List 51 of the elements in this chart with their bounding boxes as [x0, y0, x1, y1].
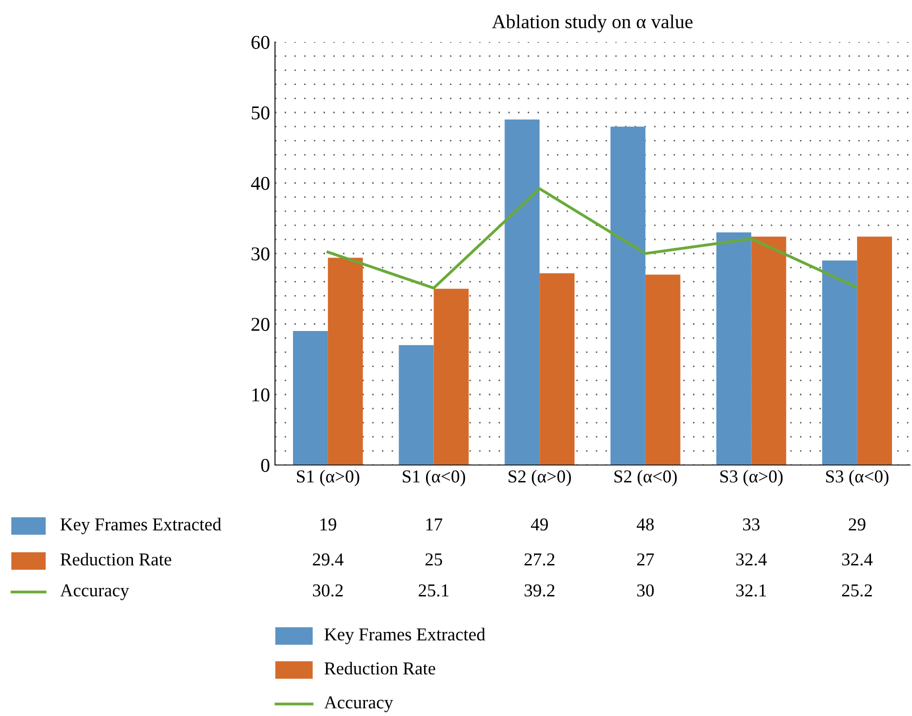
data-label: 25.1 — [418, 584, 448, 597]
data-label: 48 — [636, 518, 654, 531]
bar — [610, 126, 646, 465]
data-label: 25.2 — [842, 584, 872, 597]
bar — [751, 236, 786, 465]
text: Key Frames Extracted — [324, 628, 486, 644]
data-label: 29.4 — [312, 553, 344, 566]
data-label: 30.2 — [312, 584, 343, 597]
bar — [857, 236, 892, 465]
bar — [292, 331, 328, 465]
x-tick-label: S3 (α<0) — [826, 470, 888, 486]
y-tick-label: 60 — [252, 36, 270, 49]
x-tick-label: S2 (α>0) — [508, 470, 571, 486]
y-tick-label: 20 — [252, 318, 270, 331]
data-label: 32.1 — [736, 584, 766, 597]
text: Reduction Rate — [324, 662, 436, 675]
data-label: 49 — [530, 518, 548, 531]
bar — [504, 120, 540, 465]
bar — [645, 274, 680, 465]
data-label: 17 — [426, 518, 442, 530]
data-label: 27 — [637, 553, 654, 566]
y-tick-label: 50 — [252, 106, 270, 120]
data-label: 39.2 — [524, 584, 554, 597]
y-tick-label: 10 — [252, 388, 270, 402]
data-label: 19 — [320, 518, 336, 531]
x-tick-label: S1 (α>0) — [296, 470, 360, 486]
line-series — [326, 187, 858, 290]
x-tick-label: S2 (α<0) — [614, 470, 677, 486]
y-tick-label: 30 — [252, 247, 270, 260]
bar — [328, 258, 363, 465]
bar — [540, 273, 575, 465]
bar — [434, 288, 469, 465]
x-tick-label: S3 (α>0) — [720, 470, 783, 486]
bar — [822, 260, 858, 465]
legend-label: Accuracy — [60, 584, 130, 600]
legend-label: Key Frames Extracted — [60, 518, 222, 534]
data-label: 32.4 — [842, 553, 873, 566]
text: Accuracy — [324, 696, 394, 712]
y-tick-label: 40 — [251, 176, 270, 190]
data-label: 30 — [637, 584, 654, 597]
x-tick-label: S1 (α<0) — [402, 470, 466, 486]
legend-label: Reduction Rate — [60, 552, 172, 566]
data-label: 29 — [848, 518, 866, 531]
y-tick-label: 0 — [261, 458, 270, 472]
data-label: 32.4 — [736, 553, 767, 566]
data-label: 25 — [426, 553, 442, 566]
bar — [398, 345, 434, 465]
data-label: 27.2 — [524, 553, 554, 566]
chart-title: Ablation study on α value — [492, 14, 693, 32]
bar — [716, 232, 752, 465]
data-label: 33 — [743, 518, 760, 531]
